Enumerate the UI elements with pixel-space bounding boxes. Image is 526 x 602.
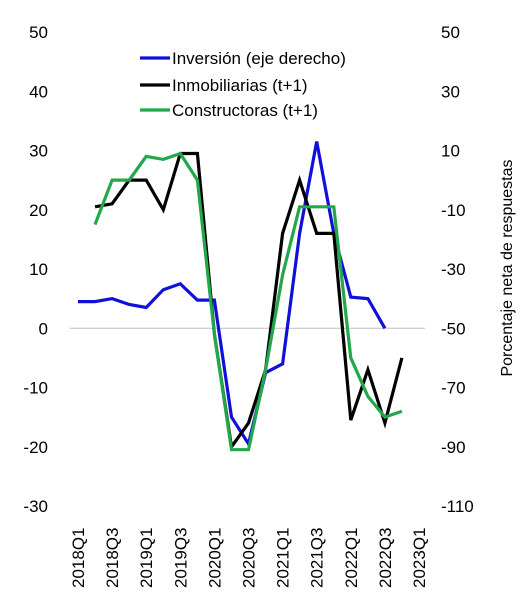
legend-item-constructoras: Constructoras (t+1) <box>140 101 318 120</box>
x-tick-label: 2019Q1 <box>137 528 156 589</box>
left-y-tick-label: -20 <box>23 438 48 457</box>
left-y-tick-label: -30 <box>23 497 48 516</box>
legend-label: Constructoras (t+1) <box>172 101 318 120</box>
x-tick-label: 2021Q1 <box>274 528 293 589</box>
series-line-inmobiliarias <box>94 151 404 451</box>
left-y-tick-label: 10 <box>29 260 48 279</box>
left-y-tick-label: 0 <box>39 319 48 338</box>
x-tick-label: 2020Q3 <box>240 528 259 589</box>
legend-item-inmobiliarias: Inmobiliarias (t+1) <box>140 76 308 95</box>
right-y-tick-label: -90 <box>441 438 466 457</box>
right-axis-title: Porcentaje neta de respuestas <box>499 159 516 376</box>
x-tick-label: 2020Q1 <box>205 528 224 589</box>
x-tick-label: 2022Q3 <box>376 528 395 589</box>
x-tick-label: 2021Q3 <box>308 528 327 589</box>
right-y-tick-label: -30 <box>441 260 466 279</box>
right-y-tick-label: 30 <box>441 82 460 101</box>
series-layer <box>78 141 404 452</box>
right-y-tick-label: -70 <box>441 379 466 398</box>
right-y-tick-label: -50 <box>441 319 466 338</box>
x-tick-label: 2018Q3 <box>103 528 122 589</box>
right-y-tick-label: -10 <box>441 201 466 220</box>
left-y-tick-label: -10 <box>23 379 48 398</box>
x-tick-label: 2019Q3 <box>171 528 190 589</box>
x-tick-label: 2023Q1 <box>410 528 429 589</box>
right-y-tick-label: -110 <box>441 497 474 516</box>
left-y-tick-label: 20 <box>29 201 48 220</box>
legend-item-inversion: Inversión (eje derecho) <box>140 49 346 68</box>
left-y-tick-label: 30 <box>29 142 48 161</box>
right-y-tick-label: 10 <box>441 142 460 161</box>
legend-label: Inversión (eje derecho) <box>172 49 346 68</box>
axis-layer: 50 40 30 20 10 0 -10 -20 -30 50 30 10 -10 -30 -50 -70 -9… <box>23 23 473 588</box>
legend: Inversión (eje derecho) Inmobiliarias (t+… <box>140 49 346 120</box>
x-tick-label: 2018Q1 <box>69 528 88 589</box>
left-y-tick-label: 40 <box>29 82 48 101</box>
series-line-constructoras <box>93 151 403 452</box>
right-y-tick-label: 50 <box>441 23 460 42</box>
x-tick-label: 2022Q1 <box>342 528 361 589</box>
legend-label: Inmobiliarias (t+1) <box>172 76 308 95</box>
left-y-tick-label: 50 <box>29 23 48 42</box>
